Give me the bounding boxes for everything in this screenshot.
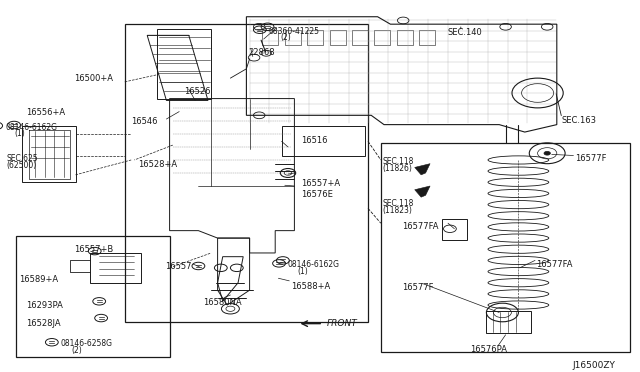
Text: FRONT: FRONT: [326, 319, 357, 328]
Bar: [419, 30, 435, 45]
Text: (2): (2): [280, 33, 291, 42]
Text: SEC.140: SEC.140: [448, 28, 483, 37]
Text: (11823): (11823): [383, 206, 413, 215]
Text: (11826): (11826): [383, 164, 413, 173]
Bar: [330, 30, 346, 45]
Bar: [16, 236, 170, 357]
Text: 16500+A: 16500+A: [74, 74, 113, 83]
Text: 16526: 16526: [184, 87, 211, 96]
Text: 16577F: 16577F: [575, 154, 606, 163]
Text: 16577FA: 16577FA: [536, 260, 573, 269]
Text: 08146-6258G: 08146-6258G: [61, 339, 113, 348]
Polygon shape: [415, 164, 430, 175]
Text: 16588+A: 16588+A: [291, 282, 330, 291]
Text: SEC.163: SEC.163: [562, 116, 597, 125]
Text: 16557+B: 16557+B: [74, 245, 113, 254]
Text: (2): (2): [72, 346, 83, 355]
Bar: [374, 30, 390, 45]
Text: (62500): (62500): [6, 161, 36, 170]
Text: 16577FA: 16577FA: [402, 222, 438, 231]
Bar: [381, 143, 630, 352]
Bar: [125, 24, 368, 322]
Text: 08146-6162G: 08146-6162G: [5, 123, 57, 132]
Text: 16580NA: 16580NA: [204, 298, 242, 307]
Text: 16556+A: 16556+A: [26, 108, 65, 117]
Bar: [282, 126, 365, 156]
Text: J16500ZY: J16500ZY: [573, 361, 616, 370]
Text: 16557: 16557: [165, 262, 191, 271]
Text: 16577F: 16577F: [402, 283, 433, 292]
Text: 16589+A: 16589+A: [19, 275, 58, 284]
Text: 16293PA: 16293PA: [26, 301, 63, 310]
Text: 16546: 16546: [131, 117, 157, 126]
Text: 22868: 22868: [248, 48, 275, 57]
Bar: [307, 30, 323, 45]
Text: 16528JA: 16528JA: [26, 319, 60, 328]
Circle shape: [544, 151, 550, 155]
Polygon shape: [415, 186, 430, 197]
Text: 08146-6162G: 08146-6162G: [288, 260, 340, 269]
Bar: [442, 219, 467, 240]
Bar: [262, 30, 278, 45]
Text: 16557+A: 16557+A: [301, 179, 340, 187]
Text: 08360-41225: 08360-41225: [269, 27, 320, 36]
Bar: [397, 30, 413, 45]
Text: SEC.118: SEC.118: [383, 199, 414, 208]
Text: (1): (1): [298, 267, 308, 276]
Text: (1): (1): [14, 129, 25, 138]
Bar: [486, 311, 531, 333]
Text: 16516: 16516: [301, 136, 327, 145]
Bar: [352, 30, 368, 45]
Text: 16528+A: 16528+A: [138, 160, 177, 169]
Text: SEC.118: SEC.118: [383, 157, 414, 166]
Text: SEC.625: SEC.625: [6, 154, 38, 163]
Bar: [285, 30, 301, 45]
Text: 16576E: 16576E: [301, 190, 333, 199]
Text: 16576PA: 16576PA: [470, 345, 508, 354]
